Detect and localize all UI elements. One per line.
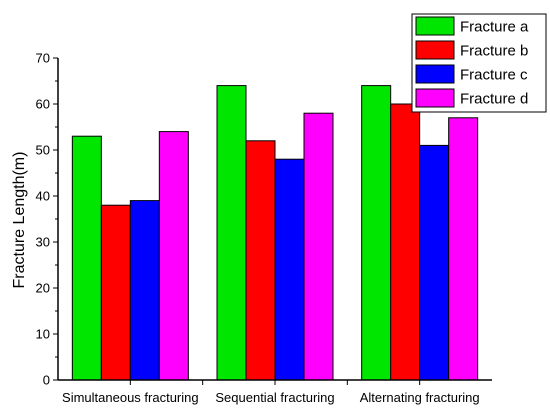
y-tick-label: 30 [36,235,50,250]
x-tick-label: Sequential fracturing [215,390,334,405]
y-tick-label: 70 [36,51,50,66]
y-tick-label: 0 [43,373,50,388]
bar-fracture-b-alternating [390,103,421,381]
y-tick-label: 10 [36,327,50,342]
y-tick-label: 40 [36,189,50,204]
legend-swatch [415,40,455,60]
y-tick-label: 20 [36,281,50,296]
axes-group: Simultaneous fracturing Sequential fractu… [36,51,492,405]
legend-label: Fracture d [460,91,528,108]
bar-fracture-a-sequential [216,85,247,381]
bar-fracture-d-simultaneous [158,131,189,381]
bar-fracture-c-alternating [419,144,450,381]
bar-fracture-a-alternating [361,85,392,381]
legend-label: Fracture a [460,19,529,36]
bar-fracture-c-simultaneous [129,200,160,381]
y-axis-title: Fracture Length(m) [11,152,28,289]
bars-group [71,85,479,381]
legend-swatch [415,88,455,108]
legend: Fracture a Fracture b Fracture c Fracture d [411,13,547,113]
legend-label: Fracture c [460,67,528,84]
x-tick-label: Alternating fracturing [360,390,480,405]
bar-fracture-d-sequential [303,112,334,381]
y-tick-label: 60 [36,97,50,112]
y-tick-label: 50 [36,143,50,158]
legend-swatch [415,64,455,84]
bar-fracture-d-alternating [448,117,479,381]
legend-label: Fracture b [460,43,528,60]
bar-fracture-a-simultaneous [71,135,102,381]
bar-fracture-b-simultaneous [100,204,131,381]
x-tick-label: Simultaneous fracturing [62,390,199,405]
legend-swatch [415,16,455,36]
bar-fracture-c-sequential [274,158,305,381]
bar-fracture-b-sequential [245,140,276,381]
